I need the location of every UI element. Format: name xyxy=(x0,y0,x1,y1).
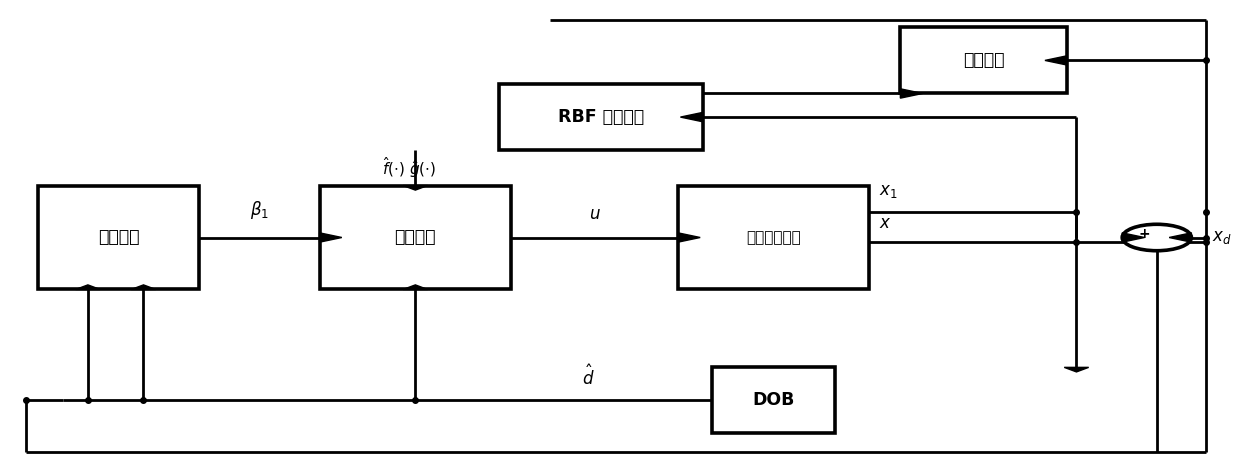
Text: 内环控制: 内环控制 xyxy=(394,228,436,247)
Text: $\hat{f}(\cdot)\ \hat{g}(\cdot)$: $\hat{f}(\cdot)\ \hat{g}(\cdot)$ xyxy=(382,155,436,180)
Polygon shape xyxy=(403,285,427,289)
Text: DOB: DOB xyxy=(752,391,795,409)
Text: $x$: $x$ xyxy=(880,214,892,232)
Text: $x_d$: $x_d$ xyxy=(1213,228,1232,247)
Text: 外环控制: 外环控制 xyxy=(98,228,140,247)
Polygon shape xyxy=(1044,56,1067,65)
Polygon shape xyxy=(901,89,923,98)
Bar xyxy=(901,28,1067,94)
Polygon shape xyxy=(403,186,427,190)
Text: 自适应率: 自适应率 xyxy=(963,51,1005,69)
Polygon shape xyxy=(1064,367,1089,372)
Bar xyxy=(678,186,870,289)
Polygon shape xyxy=(680,113,703,122)
Text: +: + xyxy=(1139,227,1151,240)
Circle shape xyxy=(1123,224,1192,251)
Polygon shape xyxy=(131,285,156,289)
Text: $\hat{d}$: $\hat{d}$ xyxy=(582,364,595,389)
Text: $\beta_1$: $\beta_1$ xyxy=(250,199,269,221)
Bar xyxy=(320,186,512,289)
Text: $u$: $u$ xyxy=(589,205,601,223)
Text: RBF 神经网络: RBF 神经网络 xyxy=(558,108,644,126)
Bar xyxy=(712,367,835,434)
Bar xyxy=(499,84,703,150)
Polygon shape xyxy=(320,233,342,242)
Text: $x_1$: $x_1$ xyxy=(880,182,898,200)
Polygon shape xyxy=(678,233,700,242)
Polygon shape xyxy=(1123,233,1145,242)
Bar xyxy=(38,186,199,289)
Polygon shape xyxy=(76,285,100,289)
Polygon shape xyxy=(1170,233,1192,242)
Text: 液压作动系统: 液压作动系统 xyxy=(746,230,802,245)
